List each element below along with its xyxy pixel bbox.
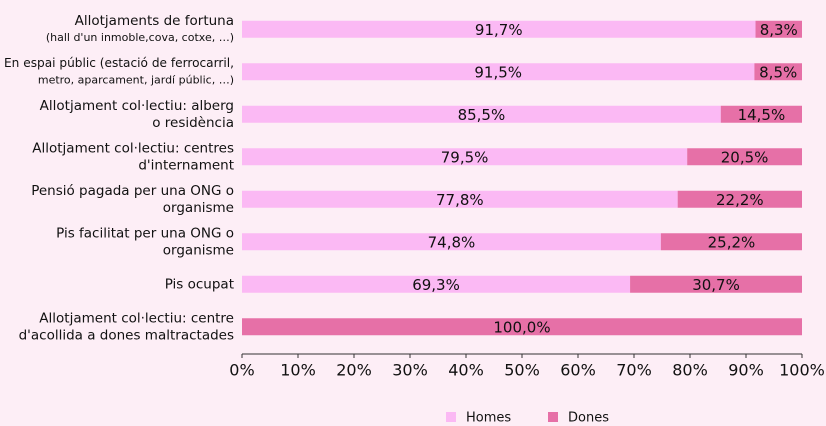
- category-label: Pis facilitat per una ONG o: [56, 225, 234, 241]
- bar-segment: [720, 105, 802, 123]
- bar-segment: [242, 63, 755, 81]
- x-tick-label: 40%: [448, 361, 484, 380]
- bar-segment: [754, 63, 802, 81]
- category-label: En espai públic (estació de ferrocarril,: [4, 56, 234, 70]
- x-tick-label: 30%: [392, 361, 428, 380]
- category-label: organisme: [163, 200, 234, 216]
- value-label: 77,8%: [436, 191, 484, 209]
- value-label: 100,0%: [493, 318, 550, 336]
- bar-segment: [242, 318, 802, 336]
- x-tick-label: 60%: [560, 361, 596, 380]
- category-label: o residència: [152, 115, 234, 131]
- bar-segment: [242, 20, 756, 38]
- value-label: 85,5%: [458, 106, 506, 124]
- category-label: organisme: [163, 242, 234, 258]
- value-label: 14,5%: [738, 106, 786, 124]
- bar-segment: [242, 148, 688, 166]
- value-label: 74,8%: [428, 233, 476, 251]
- bar-segment: [242, 275, 631, 293]
- legend-label: Dones: [568, 411, 609, 426]
- x-tick-label: 90%: [728, 361, 764, 380]
- value-label: 22,2%: [716, 191, 764, 209]
- x-tick-label: 50%: [504, 361, 540, 380]
- value-label: 30,7%: [692, 276, 740, 294]
- category-label: Allotjament col·lectiu: centres: [32, 140, 234, 156]
- category-label: Allotjaments de fortuna: [75, 13, 234, 29]
- value-label: 8,5%: [759, 63, 797, 81]
- x-tick-label: 80%: [672, 361, 708, 380]
- x-tick-label: 20%: [336, 361, 372, 380]
- category-label: Pis ocupat: [165, 276, 234, 292]
- category-label: Allotjament col·lectiu: alberg: [40, 98, 234, 114]
- x-tick-label: 0%: [229, 361, 254, 380]
- bar-segment: [630, 275, 802, 293]
- category-label: d'internament: [138, 157, 234, 173]
- category-label: metro, aparcament, jardí públic, …): [38, 73, 234, 86]
- legend-swatch: [446, 412, 456, 422]
- x-tick-label: 10%: [280, 361, 316, 380]
- value-label: 91,7%: [475, 21, 523, 39]
- value-label: 25,2%: [708, 233, 756, 251]
- value-label: 8,3%: [760, 21, 798, 39]
- x-tick-label: 70%: [616, 361, 652, 380]
- value-label: 91,5%: [474, 63, 522, 81]
- category-label: Allotjament col·lectiu: centre: [39, 310, 234, 326]
- value-label: 20,5%: [721, 148, 769, 166]
- bar-segment: [687, 148, 802, 166]
- bar-segment: [677, 190, 802, 208]
- bar-segment: [242, 105, 721, 123]
- x-tick-label: 100%: [779, 361, 825, 380]
- bar-segment: [242, 233, 661, 251]
- category-label: Pensió pagada per una ONG o: [31, 183, 234, 199]
- value-label: 69,3%: [412, 276, 460, 294]
- category-label: (hall d'un inmoble,cova, cotxe, …): [46, 31, 234, 44]
- legend-swatch: [548, 412, 558, 422]
- legend-label: Homes: [466, 411, 511, 426]
- bar-segment: [242, 190, 678, 208]
- bar-segment: [660, 233, 802, 251]
- bar-segment: [755, 20, 802, 38]
- category-label: d'acollida a dones maltractades: [19, 327, 234, 343]
- value-label: 79,5%: [441, 148, 489, 166]
